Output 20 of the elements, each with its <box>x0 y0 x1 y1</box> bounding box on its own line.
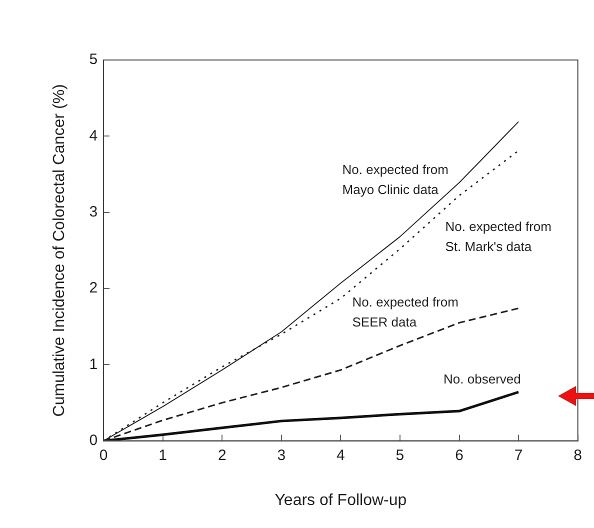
x-tick-label: 7 <box>514 446 523 464</box>
x-tick-label: 1 <box>158 446 167 464</box>
y-tick-label: 1 <box>89 356 98 373</box>
y-axis-title: Cumulative Incidence of Colorectal Cancer (%) <box>51 84 68 417</box>
series-label: No. observed <box>444 372 521 387</box>
y-tick-label: 2 <box>89 280 98 297</box>
x-tick-label: 2 <box>218 446 226 464</box>
y-tick-label: 5 <box>89 51 98 68</box>
series-label: No. expected from Mayo Clinic data <box>342 162 448 198</box>
x-tick-label: 3 <box>277 446 286 464</box>
series-label: No. expected from St. Mark's data <box>445 219 552 254</box>
series-label: No. expected from SEER data <box>352 294 458 330</box>
y-tick-label: 4 <box>89 127 98 144</box>
x-tick-label: 4 <box>336 446 345 464</box>
x-tick-label: 8 <box>574 446 582 464</box>
x-tick-label: 6 <box>455 446 464 464</box>
y-tick-label: 3 <box>89 203 98 220</box>
x-axis-title: Years of Follow-up <box>274 492 407 509</box>
y-tick-label: 0 <box>89 432 98 449</box>
x-tick-label: 5 <box>396 446 404 464</box>
